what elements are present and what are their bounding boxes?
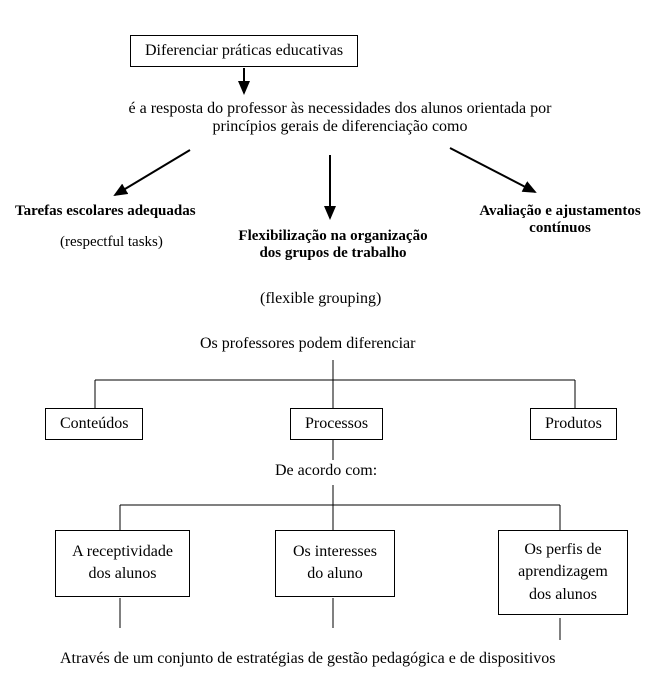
according-to-label: De acordo com: [275, 462, 377, 479]
bottom-text: Através de um conjunto de estratégias de… [60, 650, 555, 668]
according-to-text: De acordo com: [275, 462, 377, 480]
node-profiles: Os perfis de aprendizagem dos alunos [498, 530, 628, 615]
response-text: é a resposta do professor às necessidade… [80, 100, 600, 136]
node-top-box: Diferenciar práticas educativas [130, 35, 358, 67]
node-interests: Os interesses do aluno [275, 530, 395, 597]
principle-left-sub: (respectful tasks) [60, 234, 163, 251]
principle-right-l2: contínuos [529, 220, 591, 236]
interests-l2: do aluno [307, 565, 363, 582]
principle-right-l1: Avaliação e ajustamentos [479, 203, 640, 219]
node-contents: Conteúdos [45, 408, 143, 440]
principle-center-sub: (flexible grouping) [260, 290, 381, 308]
response-line2: princípios gerais de diferenciação como [213, 118, 468, 135]
interests-l1: Os interesses [293, 543, 377, 560]
principle-left-sub-label: (respectful tasks) [60, 234, 163, 250]
receptivity-l2: dos alunos [89, 565, 157, 582]
principle-center-sub-label: (flexible grouping) [260, 290, 381, 307]
teachers-can-label: Os professores podem diferenciar [200, 335, 415, 352]
node-processes: Processos [290, 408, 383, 440]
principle-left-label: Tarefas escolares adequadas [15, 203, 196, 219]
principle-center: Flexibilização na organização dos grupos… [222, 228, 444, 262]
principle-center-l1: Flexibilização na organização [238, 228, 427, 244]
principle-center-l2: dos grupos de trabalho [259, 245, 406, 261]
node-products: Produtos [530, 408, 617, 440]
contents-label: Conteúdos [60, 415, 128, 432]
profiles-l2: aprendizagem [518, 563, 608, 580]
response-line1: é a resposta do professor às necessidade… [129, 100, 552, 117]
teachers-can-text: Os professores podem diferenciar [200, 335, 415, 353]
bottom-text-label: Através de um conjunto de estratégias de… [60, 650, 555, 667]
principle-left: Tarefas escolares adequadas [15, 203, 196, 220]
top-box-label: Diferenciar práticas educativas [145, 42, 343, 59]
principle-right: Avaliação e ajustamentos contínuos [460, 203, 660, 237]
profiles-l1: Os perfis de [524, 541, 601, 558]
profiles-l3: dos alunos [529, 586, 597, 603]
processes-label: Processos [305, 415, 368, 432]
products-label: Produtos [545, 415, 602, 432]
node-receptivity: A receptividade dos alunos [55, 530, 190, 597]
receptivity-l1: A receptividade [72, 543, 173, 560]
